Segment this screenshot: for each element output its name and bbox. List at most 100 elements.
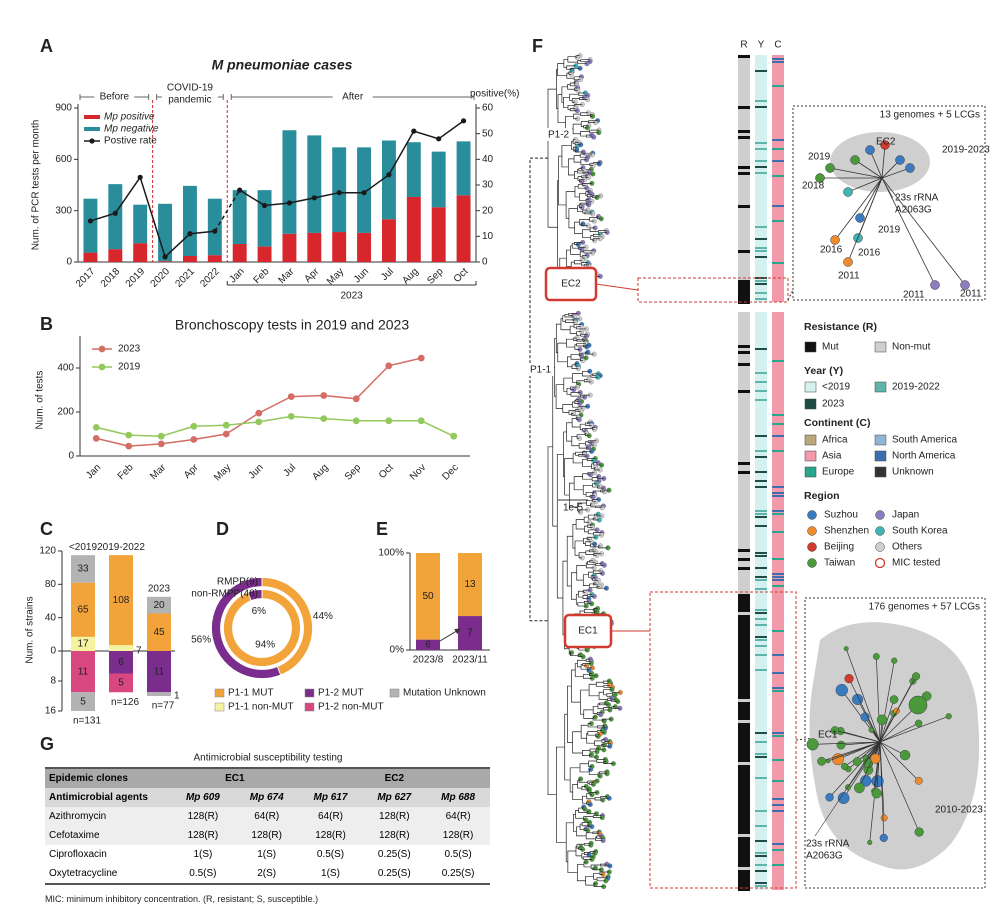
edge [881, 177, 966, 286]
edge [881, 144, 886, 179]
branch [575, 55, 581, 59]
table-cell: 64(R) [298, 807, 363, 826]
r-stripe [738, 55, 750, 58]
node [960, 280, 970, 290]
branch [592, 705, 598, 714]
branch [587, 780, 598, 784]
y-stripe [755, 852, 767, 854]
branch [578, 552, 586, 559]
c-stripe [772, 139, 784, 141]
r-stripe [738, 678, 750, 681]
y-stripe [755, 172, 767, 174]
panel-label: E [376, 519, 388, 539]
y-tick-label: 300 [55, 205, 72, 216]
legend-label: Japan [892, 510, 919, 521]
edge [857, 741, 881, 762]
y-stripe [755, 810, 767, 812]
segment-label: 11 [154, 666, 165, 677]
c-stripe [772, 61, 784, 63]
year-label: 2016 [858, 248, 881, 259]
r-stripe [738, 295, 750, 298]
y-stripe [755, 636, 767, 638]
table-cell: 0.25(S) [362, 864, 427, 885]
branch [569, 482, 578, 508]
rate-point [212, 228, 218, 234]
branch [558, 155, 567, 206]
bar-segment [232, 244, 247, 262]
edge [854, 159, 883, 179]
node [880, 814, 888, 822]
node [899, 749, 911, 761]
edge [875, 656, 881, 743]
r-stripe [738, 723, 750, 726]
x-tick-label: Jun [247, 462, 266, 481]
y-tick-label: 900 [55, 103, 72, 114]
panel-label: B [40, 314, 53, 334]
branch [574, 540, 584, 556]
branch [582, 574, 590, 586]
branch [593, 883, 604, 887]
table-cell: Ciprofloxacin [49, 849, 107, 860]
legend-label: Europe [822, 467, 855, 478]
rate-point [112, 210, 118, 216]
r-stripe [738, 771, 750, 774]
branch [581, 167, 592, 170]
node [806, 738, 819, 751]
branch [579, 219, 590, 226]
series-line [96, 357, 422, 447]
bar-segment [332, 232, 347, 262]
panel-label: F [532, 36, 543, 56]
legend-label: Mutation Unknown [403, 688, 486, 699]
edge [847, 177, 883, 193]
c-stripe [772, 262, 784, 264]
x-tick-label: 2019 [124, 266, 148, 290]
year-label: 2016 [820, 245, 843, 256]
legend-swatch [804, 434, 817, 446]
node [930, 280, 940, 290]
r-stripe [738, 642, 750, 645]
node [895, 155, 905, 165]
y-stripe [755, 381, 767, 383]
table-cell: Mp 674 [234, 788, 299, 807]
arrow [439, 628, 461, 642]
branch [586, 732, 595, 744]
inset-clone: EC1 [818, 730, 838, 741]
branch [574, 363, 579, 367]
clade-bg [528, 363, 554, 376]
branch [590, 864, 601, 870]
r-stripe [738, 130, 750, 133]
r-stripe [738, 696, 750, 699]
rate-point [87, 218, 94, 224]
y2-tick-label: 60 [482, 103, 494, 114]
branch [578, 509, 588, 513]
era-label: Before [100, 92, 130, 103]
x-tick-label: Sep [343, 462, 364, 483]
branch [596, 586, 607, 589]
era-bg [161, 82, 218, 108]
bar-segment [147, 613, 171, 651]
bar-segment [456, 195, 471, 262]
inset-clone: EC2 [876, 137, 896, 148]
node [860, 712, 870, 722]
x-tick-label: 2018 [99, 266, 123, 290]
ring-value-label: 56% [191, 634, 211, 645]
branch [567, 850, 578, 873]
r-stripe [738, 166, 750, 169]
branch [555, 384, 564, 409]
y2-tick-label: 30 [482, 180, 494, 191]
c-stripe [772, 672, 784, 674]
clade-label: P1-1 [530, 365, 552, 376]
bar-segment [108, 184, 123, 250]
node [912, 672, 921, 681]
c-stripe [772, 690, 784, 692]
branch [580, 121, 589, 128]
category-label: 2023 [148, 583, 171, 594]
ring-label: non-RMPP(48) [191, 589, 258, 600]
legend-label: South America [892, 435, 957, 446]
node [860, 775, 872, 787]
branch [597, 772, 601, 777]
x-tick-label: Feb [116, 462, 136, 482]
legend-swatch [84, 115, 100, 119]
node [945, 713, 952, 720]
y2-tick-label: 50 [482, 128, 494, 139]
